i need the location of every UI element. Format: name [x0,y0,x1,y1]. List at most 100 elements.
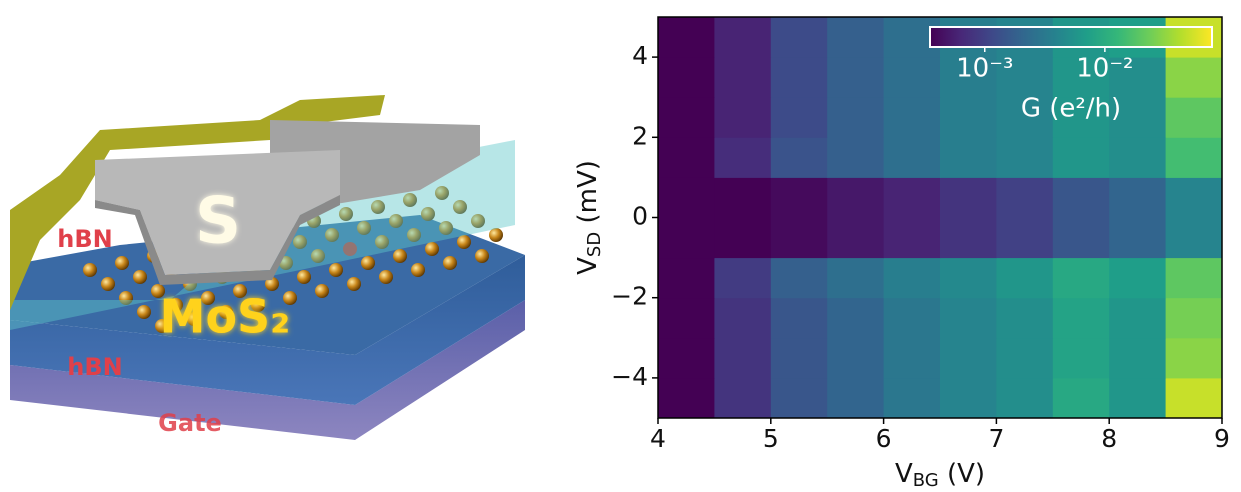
heatmap-cell [658,137,715,178]
colorbar-tick-label: 10⁻² [1076,54,1133,84]
heatmap-cell [827,17,884,58]
heatmap-cell [658,298,715,339]
heatmap-cell [1109,378,1166,419]
heatmap-chart: 456789−4−2024VBG (V)VSD (mV)10⁻³10⁻²G (e… [573,17,1230,491]
y-tick-label: 2 [632,121,648,150]
heatmap-cell [1109,298,1166,339]
heatmap-cell [827,97,884,138]
heatmap-cell [884,137,941,178]
heatmap-cell [658,338,715,379]
heatmap-cell [996,298,1053,339]
heatmap-cell [658,17,715,58]
heatmap-cell [771,258,828,299]
heatmap-cell [827,57,884,98]
heatmap-cell [884,338,941,379]
atom [475,249,489,263]
heatmap-cell [658,218,715,259]
atom [315,284,329,298]
heatmap-cell [658,258,715,299]
atom [393,249,407,263]
heatmap-cell [996,378,1053,419]
heatmap-cell [1053,218,1110,259]
heatmap-cell [714,298,771,339]
atom [425,242,439,256]
x-axis-label: VBG (V) [895,459,985,492]
heatmap-cell [884,218,941,259]
heatmap-cell [714,97,771,138]
heatmap-cell [996,137,1053,178]
y-tick-label: −2 [611,282,648,311]
heatmap-cell [940,137,997,178]
heatmap-cell [714,137,771,178]
heatmap-cell [827,137,884,178]
heatmap-cell [1166,338,1223,379]
heatmap-cell [996,258,1053,299]
x-axis-label-unit: (V) [939,459,985,489]
heatmap-cell [1053,298,1110,339]
heatmap-cell [771,298,828,339]
heatmap-cell [771,378,828,419]
heatmap-cell [827,258,884,299]
label-bottom-hbn: hBN [67,353,122,381]
heatmap-cell [658,57,715,98]
heatmap-cell [771,338,828,379]
atom [329,263,343,277]
heatmap-cell [1166,298,1223,339]
heatmap-cell [827,338,884,379]
heatmap-cell [658,177,715,218]
atom [379,270,393,284]
atom [133,270,147,284]
heatmap-cell [1166,218,1223,259]
heatmap-cell [1166,378,1223,419]
atom [297,270,311,284]
atom [83,263,97,277]
colorbar-label: G (e²/h) [1021,94,1121,124]
heatmap-cell [884,177,941,218]
atom [347,277,361,291]
heatmap-cell [940,218,997,259]
x-axis-label-main: V [895,459,913,489]
atom [361,256,375,270]
heatmap-cell [1166,177,1223,218]
heatmap-cell [1053,378,1110,419]
atom [489,228,503,242]
colorbar [930,27,1212,47]
x-tick-label: 9 [1214,424,1230,453]
heatmap-cell [827,177,884,218]
x-tick-label: 5 [763,424,779,453]
heatmap-cell [940,378,997,419]
heatmap-cell [714,177,771,218]
atom [443,256,457,270]
heatmap-cell [771,17,828,58]
heatmap-cell [884,298,941,339]
heatmap-cell [1053,258,1110,299]
heatmap-cell [996,177,1053,218]
heatmap-cell [1166,258,1223,299]
label-gate: Gate [158,409,222,437]
heatmap-cell [1166,97,1223,138]
heatmap-cell [1109,258,1166,299]
heatmap-cell [940,258,997,299]
heatmap-cell [940,97,997,138]
atom [457,235,471,249]
heatmap-cell [1109,218,1166,259]
heatmap-cell [771,137,828,178]
y-tick-label: 0 [632,202,648,231]
heatmap-cell [1166,57,1223,98]
heatmap-cell [1109,338,1166,379]
y-axis-label-sub: SD [584,232,605,257]
heatmap-cell [771,57,828,98]
heatmap-cell [771,218,828,259]
heatmap-cell [996,338,1053,379]
atom [137,305,151,319]
x-axis-label-sub: BG [913,470,939,491]
heatmap-cell [714,17,771,58]
heatmap-cell [714,218,771,259]
heatmap-cell [1053,177,1110,218]
heatmap-cell [1166,137,1223,178]
heatmap-cell [940,298,997,339]
figure: hBN S MoS₂ hBN Gate 456789−4−2024VBG (V)… [0,0,1241,492]
x-tick-label: 4 [650,424,666,453]
heatmap-cell [1109,177,1166,218]
atom [411,263,425,277]
